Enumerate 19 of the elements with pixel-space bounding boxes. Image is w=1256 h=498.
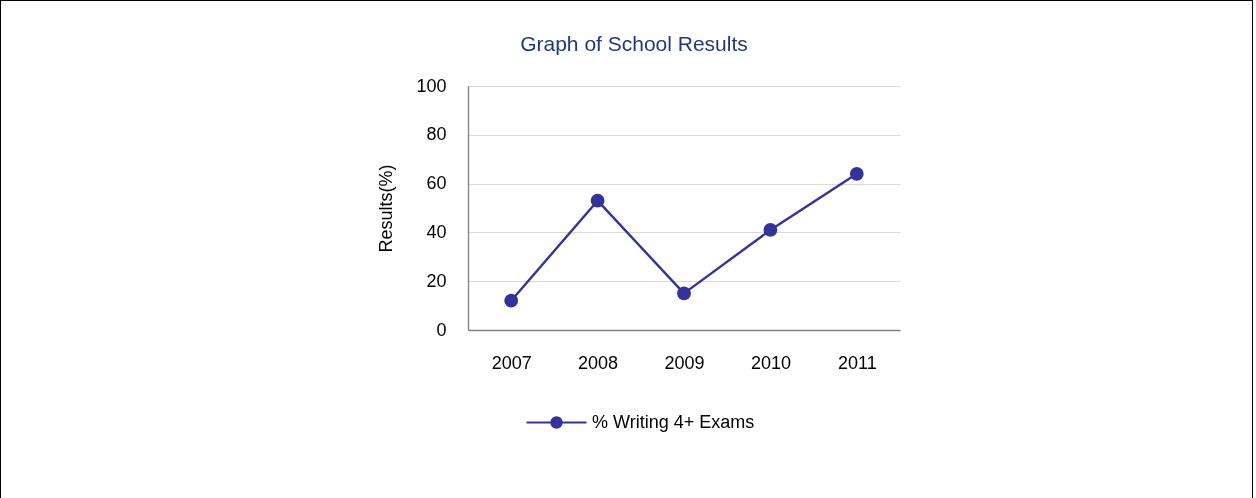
y-tick-label: 40 xyxy=(426,221,447,242)
x-tick-label: 2008 xyxy=(578,352,619,373)
point xyxy=(763,223,778,237)
x-tick-label: 2007 xyxy=(491,352,532,373)
legend-label: % Writing 4+ Exams xyxy=(592,411,755,432)
x-tick-label: 2010 xyxy=(750,352,791,373)
point xyxy=(590,193,605,208)
y-axis-title: Results(%) xyxy=(376,164,397,253)
point xyxy=(504,293,519,308)
y-tick-label: 20 xyxy=(426,270,447,291)
y-tick-label: 100 xyxy=(416,75,447,96)
point xyxy=(849,166,864,181)
y-tick-label: 80 xyxy=(426,124,447,145)
chart-title: Graph of School Results xyxy=(520,32,748,55)
y-tick-label: 60 xyxy=(426,173,447,194)
point xyxy=(677,286,691,301)
x-tick-label: 2009 xyxy=(664,352,705,373)
y-tick-label: 0 xyxy=(436,319,447,340)
x-tick-label: 2011 xyxy=(837,352,877,373)
